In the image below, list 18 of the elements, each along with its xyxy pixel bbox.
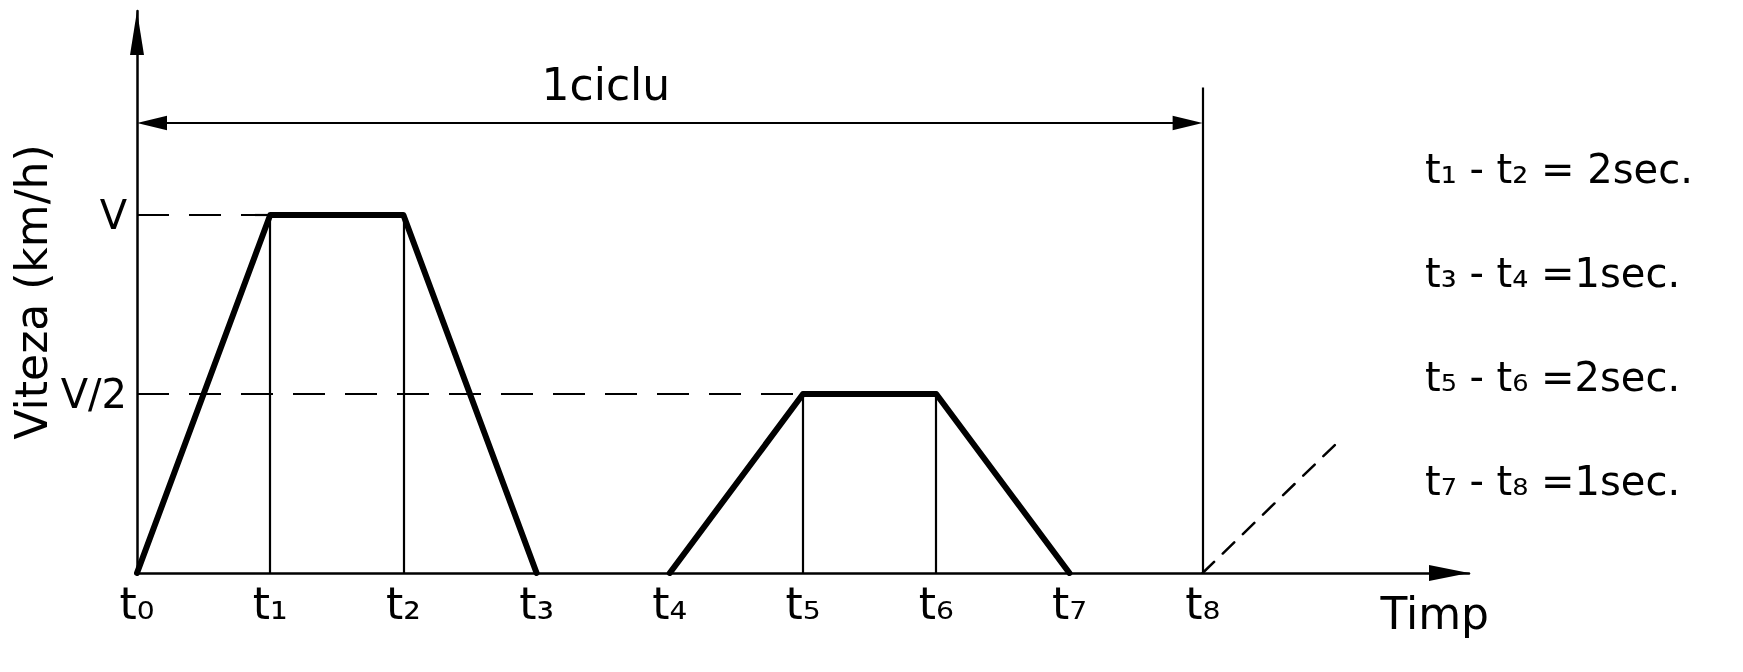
ref-line-label: V [99, 192, 128, 239]
x-tick-label: t₂ [385, 577, 421, 629]
y-axis-title: Viteza (km/h) [5, 144, 57, 440]
annotation: t₇ - t₈ =1sec. [1425, 458, 1681, 504]
x-tick-label: t₄ [652, 577, 688, 629]
x-tick-label: t₅ [785, 577, 821, 629]
annotation: t₅ - t₆ =2sec. [1425, 354, 1681, 400]
x-axis-title: Timp [1379, 587, 1489, 639]
x-tick-label: t₇ [1051, 577, 1087, 629]
x-tick-label: t₃ [519, 577, 555, 629]
x-tick-label: t₈ [1185, 577, 1221, 629]
x-tick-label: t₆ [918, 577, 954, 629]
ref-line-label: V/2 [60, 371, 127, 418]
text: t₁ - t₂ = 2sec. [1425, 146, 1693, 192]
annotation: t₃ - t₄ =1sec. [1425, 250, 1681, 296]
x-tick-label: t₀ [119, 577, 155, 629]
text: 1ciclu [541, 59, 671, 111]
x-tick-label: t₁ [252, 577, 288, 629]
